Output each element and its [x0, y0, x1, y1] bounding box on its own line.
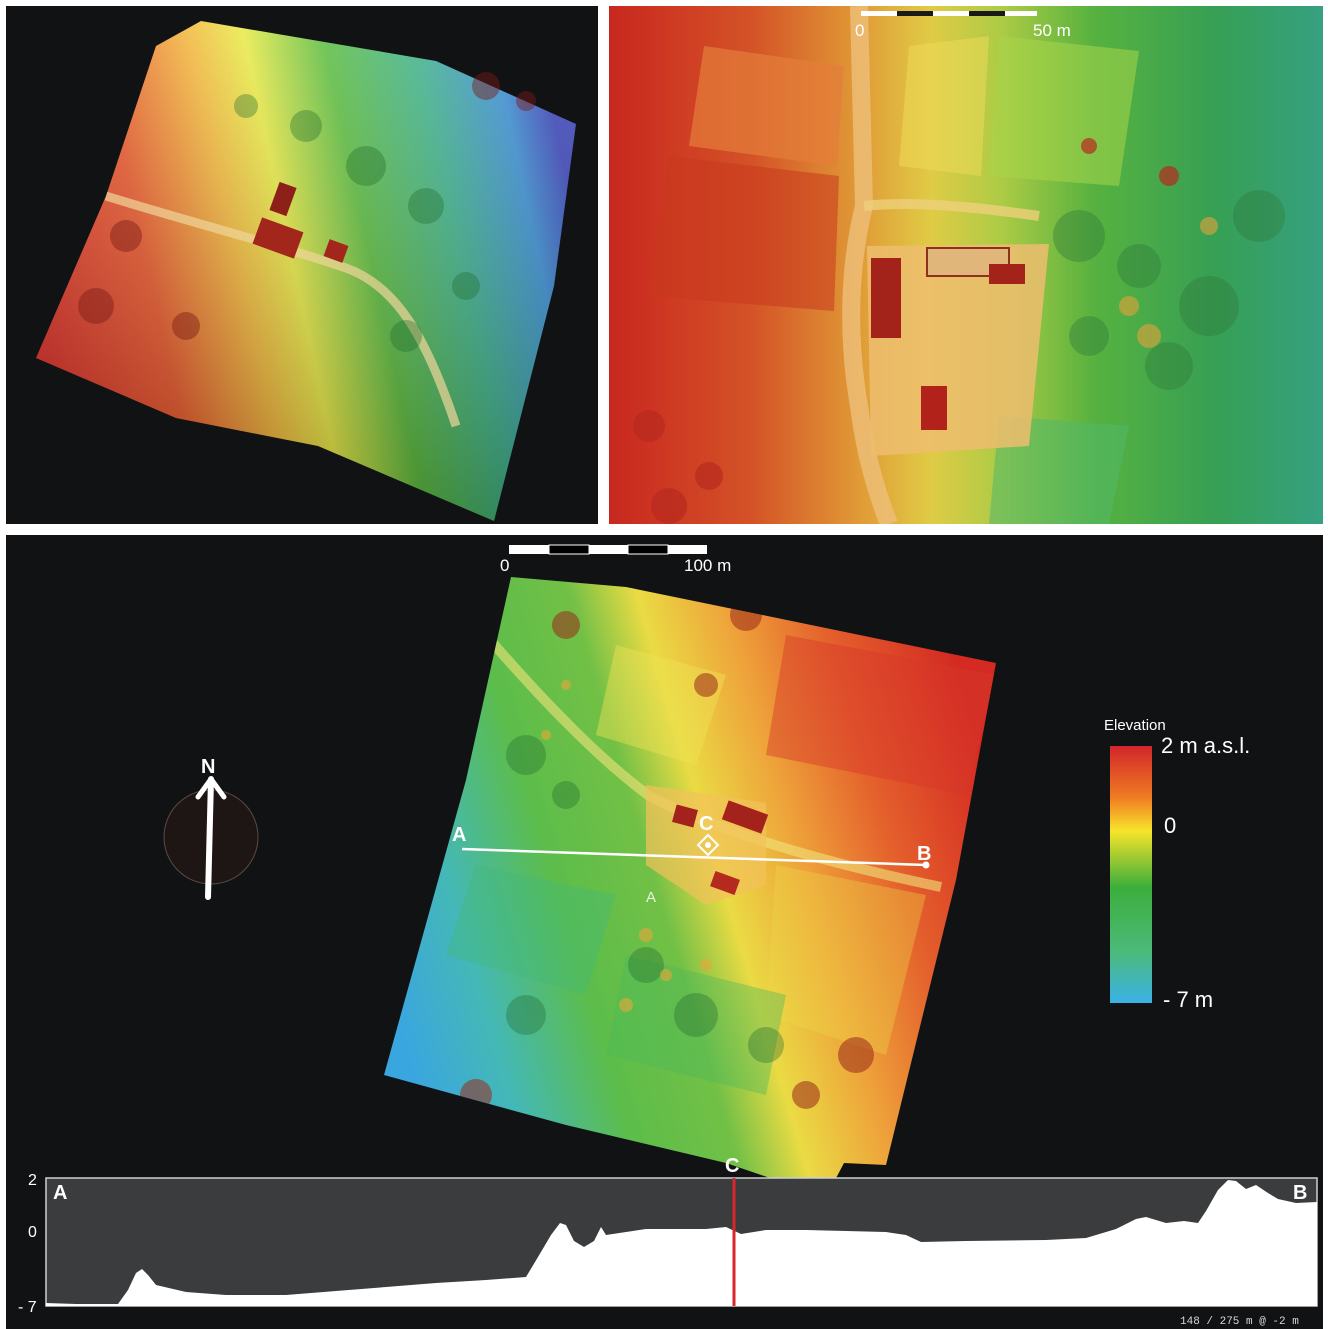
scale-start-label: 0: [500, 556, 509, 575]
profile-y-tick-mid: 0: [28, 1224, 37, 1241]
profile-fill: [46, 1180, 1317, 1306]
position-marker-label: C: [699, 813, 713, 835]
legend-color-ramp: [1110, 746, 1152, 1003]
oblique-elevation-view: [6, 6, 598, 524]
profile-y-tick-bottom: - 7: [18, 1299, 37, 1316]
scale-start-label: 0: [855, 21, 864, 40]
profile-line-end-label: B: [917, 843, 931, 865]
scale-bar-100m: 0 100 m: [500, 544, 731, 575]
legend-title: Elevation: [1104, 717, 1166, 734]
profile-status-readout: 148 / 275 m @ -2 m: [1180, 1316, 1299, 1328]
legend-min-label: - 7 m: [1163, 987, 1213, 1012]
elevation-profile-chart: C A B 2 0 - 7 148 / 275 m @ -2 m: [18, 1155, 1318, 1328]
position-marker-icon: [696, 833, 720, 857]
elevation-legend: Elevation 2 m a.s.l. 0 - 7 m: [1104, 717, 1250, 1012]
profile-y-tick-top: 2: [28, 1172, 37, 1189]
detailed-terrain-surface: [609, 6, 1323, 524]
small-map-label: A: [646, 889, 656, 906]
legend-max-label: 2 m a.s.l.: [1161, 733, 1250, 758]
main-map-panel: 0 100 m: [6, 535, 1323, 1329]
scale-end-label: 100 m: [684, 556, 731, 575]
profile-start-label: A: [53, 1182, 67, 1204]
scale-bar-50m: 0 50 m: [855, 11, 1071, 40]
oblique-terrain-surface: [36, 21, 576, 521]
detailed-elevation-view: 0 50 m: [609, 6, 1323, 524]
legend-mid-label: 0: [1164, 813, 1176, 838]
profile-cursor-label: C: [725, 1155, 739, 1177]
profile-line-start-label: A: [452, 824, 466, 846]
profile-end-label: B: [1293, 1182, 1307, 1204]
north-arrow-icon: [195, 776, 227, 900]
scale-end-label: 50 m: [1033, 21, 1071, 40]
north-label: N: [201, 756, 215, 778]
elevation-terrain-surface: [384, 577, 996, 1197]
north-arrow: N: [163, 756, 259, 900]
profile-line: A B C A: [452, 813, 931, 906]
